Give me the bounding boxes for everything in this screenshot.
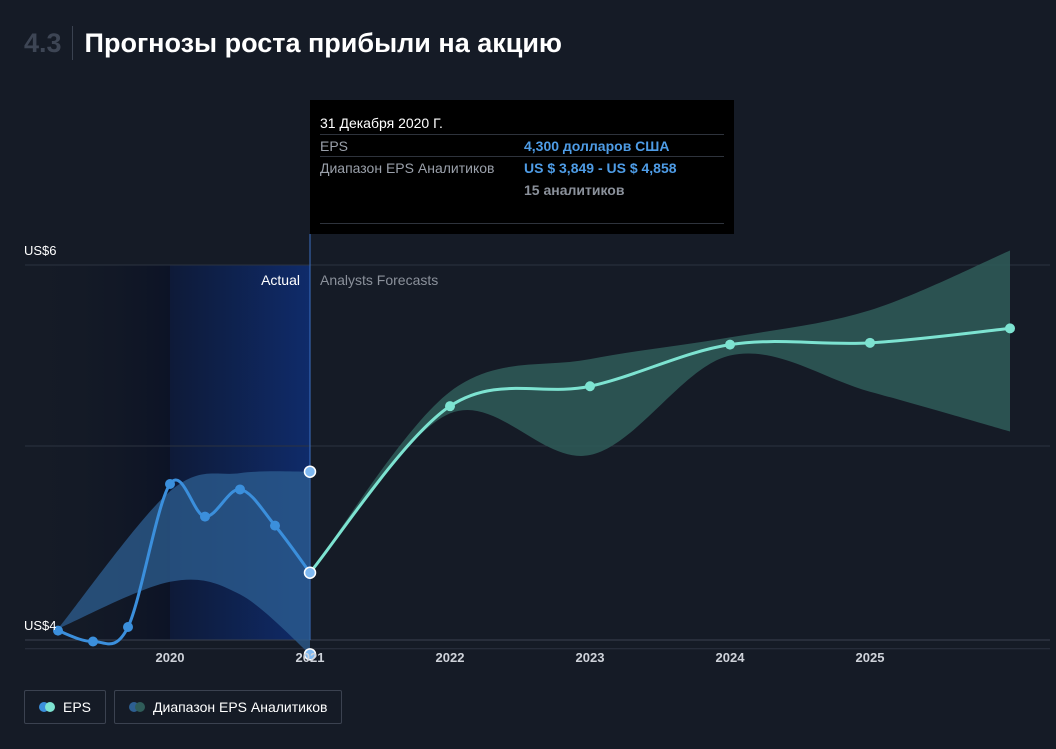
tooltip-analysts-count: 15 аналитиков [524,182,625,198]
legend-eps-label: EPS [63,699,92,715]
tooltip-eps-label: EPS [320,138,349,154]
eps-actual-point [200,511,210,522]
circle-icon [39,702,49,712]
eps-actual-point [123,622,133,632]
eps-actual-point [53,625,63,636]
eps-range-actual-area [58,471,310,655]
eps-forecast-point [585,381,595,392]
eps-forecast-line [308,326,1011,574]
tooltip-eps-row: EPS 4,300 долларов США [320,134,724,157]
x-tick-label: 2022 [436,650,465,665]
eps-forecast-point [1005,323,1015,334]
eps-forecast-point [865,337,875,348]
y-tick-label: US$4 [24,618,57,633]
chart-tooltip: 31 Декабря 2020 Г. EPS 4,300 долларов СШ… [310,100,734,234]
legend-range-label: Диапазон EPS Аналитиков [153,699,328,715]
circle-icon [129,702,146,712]
eps-forecast-point [725,339,735,350]
tooltip-date: 31 Декабря 2020 Г. [320,115,443,131]
tooltip-range-value: US $ 3,849 - US $ 4,858 [524,160,677,176]
forecast-region-label: Analysts Forecasts [320,272,438,288]
hover-marker [303,465,317,478]
circle-icon [135,702,146,712]
x-tick-label: 2021 [296,650,325,665]
page-title: Прогнозы роста прибыли на акцию [84,28,562,58]
hover-marker [303,566,317,579]
x-tick-label: 2025 [856,650,885,665]
hover-marker [303,648,317,661]
eps-actual-point [270,520,280,531]
eps-actual-line [57,478,312,646]
circle-icon [129,702,140,712]
eps-actual-point [165,479,175,490]
section-number: 4.3 [24,26,73,60]
chart-legend: EPS Диапазон EPS Аналитиков [24,690,343,724]
legend-eps-button[interactable]: EPS [24,690,107,724]
section-header: 4.3 Прогнозы роста прибыли на акцию [24,26,562,60]
eps-actual-point [235,484,245,495]
eps-forecast-point [445,401,455,412]
x-tick-label: 2020 [156,650,185,665]
circle-icon [39,702,55,712]
eps-actual-point [88,636,98,647]
circle-icon [45,702,55,712]
tooltip-divider [320,223,724,224]
x-tick-label: 2024 [716,650,746,665]
eps-forecast-chart: US$6 US$4 2020 2021 2022 2023 2024 2025 Actual An… [24,234,1050,665]
tooltip-eps-value: 4,300 долларов США [524,138,670,154]
tooltip-range-row: Диапазон EPS Аналитиков US $ 3,849 - US … [320,156,724,179]
x-tick-label: 2023 [576,650,605,665]
legend-range-button[interactable]: Диапазон EPS Аналитиков [114,690,343,724]
y-tick-label: US$6 [24,243,57,258]
tooltip-range-label: Диапазон EPS Аналитиков [320,160,495,176]
actual-region-label: Actual [261,272,300,288]
eps-range-forecast-area [310,250,1010,573]
